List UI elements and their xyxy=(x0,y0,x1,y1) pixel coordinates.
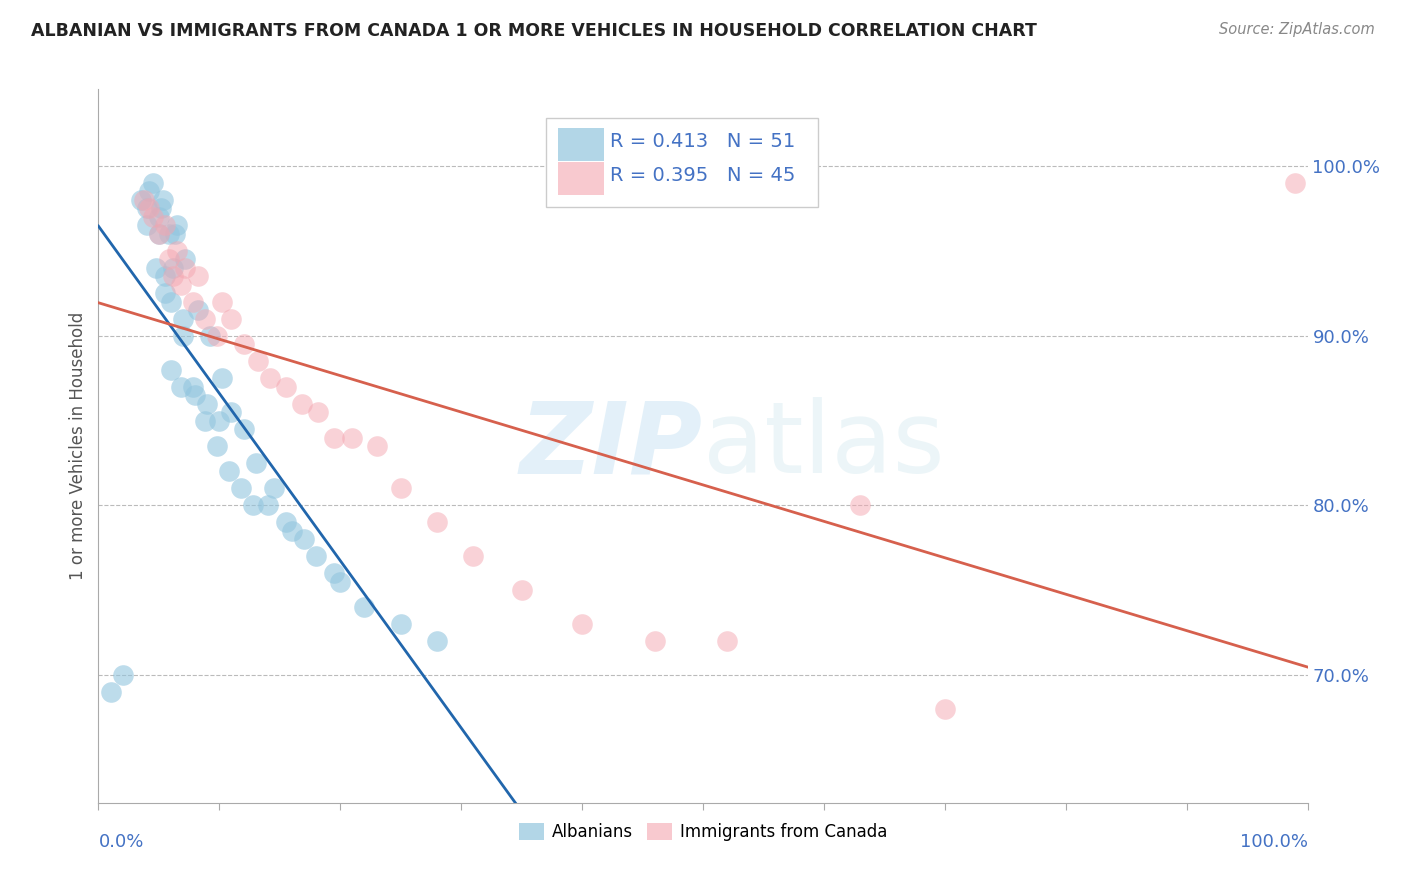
Point xyxy=(323,566,346,581)
Point xyxy=(138,184,160,198)
Point xyxy=(153,218,176,232)
Point xyxy=(366,439,388,453)
Point xyxy=(281,524,304,538)
Point xyxy=(232,422,254,436)
FancyBboxPatch shape xyxy=(558,128,603,161)
Point xyxy=(426,634,449,648)
FancyBboxPatch shape xyxy=(546,118,818,207)
Point xyxy=(162,260,184,275)
Point xyxy=(145,260,167,275)
Point xyxy=(142,176,165,190)
Point xyxy=(181,379,204,393)
Point xyxy=(259,371,281,385)
Point xyxy=(184,388,207,402)
Point xyxy=(160,362,183,376)
Point xyxy=(148,227,170,241)
Point xyxy=(166,218,188,232)
Point xyxy=(342,430,364,444)
Point xyxy=(163,227,186,241)
Point xyxy=(187,303,209,318)
Point xyxy=(463,549,485,564)
Point xyxy=(323,430,346,444)
Point xyxy=(198,328,221,343)
Text: R = 0.413   N = 51: R = 0.413 N = 51 xyxy=(610,132,796,151)
Point xyxy=(153,269,176,284)
Text: 0.0%: 0.0% xyxy=(98,833,143,851)
Point xyxy=(221,405,243,419)
FancyBboxPatch shape xyxy=(558,162,603,194)
Point xyxy=(242,499,264,513)
Point xyxy=(195,396,218,410)
Point xyxy=(716,634,738,648)
Point xyxy=(135,201,157,215)
Point xyxy=(160,294,183,309)
Point xyxy=(274,516,297,530)
Point xyxy=(211,371,233,385)
Point xyxy=(205,439,228,453)
Point xyxy=(221,311,243,326)
Text: Source: ZipAtlas.com: Source: ZipAtlas.com xyxy=(1219,22,1375,37)
Text: R = 0.395   N = 45: R = 0.395 N = 45 xyxy=(610,166,796,185)
Point xyxy=(181,294,204,309)
Point xyxy=(169,379,191,393)
Text: ZIP: ZIP xyxy=(520,398,703,494)
Text: atlas: atlas xyxy=(703,398,945,494)
Point xyxy=(263,482,285,496)
Point xyxy=(150,201,173,215)
Point xyxy=(389,482,412,496)
Point xyxy=(290,396,312,410)
Point xyxy=(187,269,209,284)
Point xyxy=(849,499,872,513)
Point xyxy=(353,600,375,615)
Point xyxy=(571,617,593,632)
Point xyxy=(134,193,156,207)
Point xyxy=(292,533,315,547)
Point xyxy=(229,482,252,496)
Point xyxy=(100,685,122,699)
Point xyxy=(162,269,184,284)
Point xyxy=(129,193,152,207)
Point xyxy=(157,227,180,241)
Point xyxy=(148,227,170,241)
Point xyxy=(247,354,270,368)
Point xyxy=(934,702,956,716)
Point xyxy=(169,277,191,292)
Point xyxy=(232,337,254,351)
Point xyxy=(153,286,176,301)
Point xyxy=(208,413,231,427)
Point xyxy=(274,379,297,393)
Point xyxy=(157,252,180,266)
Point xyxy=(142,210,165,224)
Point xyxy=(305,549,328,564)
Point xyxy=(174,252,197,266)
Point xyxy=(510,583,533,598)
Point xyxy=(426,516,449,530)
Point xyxy=(194,311,217,326)
Point xyxy=(1284,176,1306,190)
Point xyxy=(256,499,278,513)
Legend: Albanians, Immigrants from Canada: Albanians, Immigrants from Canada xyxy=(512,816,894,848)
Y-axis label: 1 or more Vehicles in Household: 1 or more Vehicles in Household xyxy=(69,312,87,580)
Point xyxy=(389,617,412,632)
Point xyxy=(148,210,170,224)
Point xyxy=(172,311,194,326)
Point xyxy=(308,405,330,419)
Point xyxy=(138,201,160,215)
Point xyxy=(135,218,157,232)
Point xyxy=(172,328,194,343)
Point xyxy=(174,260,197,275)
Point xyxy=(211,294,233,309)
Point xyxy=(329,574,352,589)
Point xyxy=(205,328,228,343)
Point xyxy=(245,456,267,470)
Text: 100.0%: 100.0% xyxy=(1240,833,1308,851)
Point xyxy=(111,668,134,682)
Point xyxy=(194,413,217,427)
Point xyxy=(218,465,240,479)
Point xyxy=(166,244,188,258)
Text: ALBANIAN VS IMMIGRANTS FROM CANADA 1 OR MORE VEHICLES IN HOUSEHOLD CORRELATION C: ALBANIAN VS IMMIGRANTS FROM CANADA 1 OR … xyxy=(31,22,1036,40)
Point xyxy=(644,634,666,648)
Point xyxy=(152,193,174,207)
